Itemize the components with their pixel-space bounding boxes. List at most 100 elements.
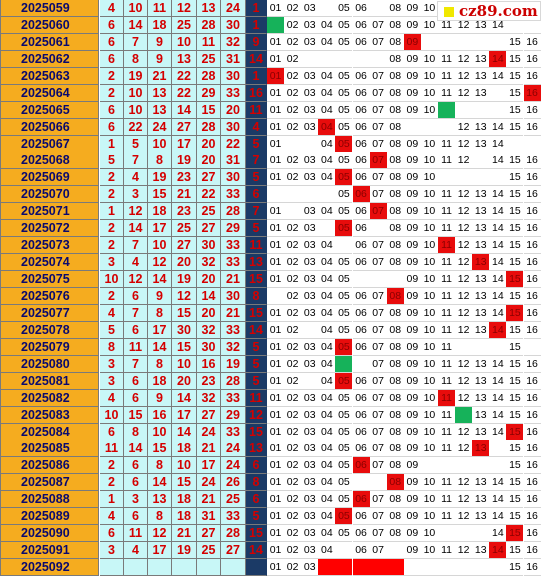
blue-trend-cell: 01	[267, 33, 285, 51]
blue-trend-cell: 02	[284, 271, 302, 289]
table-row: 2025076 2 6 9 12 14 30 8 02 03 04 05 06 07 08 09 10 11 12 1…	[0, 287, 541, 305]
red-ball-number: 24	[197, 474, 221, 492]
blue-trend-cell	[318, 0, 336, 17]
red-ball-number: 30	[221, 16, 246, 34]
blue-trend-cell: 02	[284, 474, 302, 492]
red-ball-number: 4	[100, 389, 124, 407]
blue-trend-cell	[438, 457, 456, 475]
blue-trend-cell: 15	[506, 406, 524, 424]
blue-trend-cell: 11	[438, 389, 456, 407]
red-ball-number: 8	[124, 50, 148, 68]
red-ball-number: 2	[100, 457, 124, 475]
blue-trend-cell: 10	[420, 491, 438, 509]
blue-trend-cell: 16	[523, 474, 541, 492]
blue-trend-cell	[523, 135, 541, 153]
blue-trend-cell: 07	[369, 33, 387, 51]
blue-trend-cell: 09	[403, 525, 421, 543]
blue-trend-cell	[472, 152, 490, 170]
blue-trend-cell	[455, 559, 473, 576]
red-ball-number: 20	[197, 304, 221, 322]
red-ball-number: 5	[100, 152, 124, 170]
blue-trend-cell: 02	[284, 321, 302, 339]
red-ball-number: 19	[172, 152, 197, 170]
blue-trend-cell: 07	[369, 338, 387, 356]
blue-trend-cell: 08	[386, 389, 404, 407]
red-ball-number: 23	[172, 203, 197, 221]
red-ball-number: 15	[172, 338, 197, 356]
red-ball-number: 1	[100, 135, 124, 153]
table-row: 2025090 6 11 12 21 27 28 15 01 02 03 04 05 06 07 08 09 10…	[0, 525, 541, 543]
blue-trend-cell: 02	[284, 389, 302, 407]
red-ball-number: 23	[172, 169, 197, 187]
blue-trend-cell	[301, 135, 319, 153]
blue-trend-cell: 11	[438, 440, 456, 458]
red-ball-number: 26	[221, 474, 246, 492]
blue-trend-cell: 06	[352, 321, 370, 339]
blue-trend-cell: 12	[455, 84, 473, 102]
blue-trend-cell	[420, 559, 438, 576]
blue-trend-cell: 01	[267, 457, 285, 475]
red-ball-number: 7	[124, 152, 148, 170]
blue-trend-cell: 16	[523, 423, 541, 441]
blue-trend-cell: 16	[523, 287, 541, 305]
table-row: 2025082 4 6 9 14 32 33 11 01 02 03 04 05 06 07 08 09 10 11…	[0, 389, 541, 407]
red-ball-number: 29	[221, 406, 246, 424]
blue-trend-cell: 10	[420, 84, 438, 102]
issue-number: 2025087	[0, 474, 99, 492]
table-row: 2025079 8 11 14 15 30 32 5 01 02 03 04 05 06 07 08 09 10 1…	[0, 338, 541, 356]
red-ball-number: 14	[148, 271, 172, 289]
red-ball-number: 30	[221, 118, 246, 136]
red-ball-number: 31	[221, 152, 246, 170]
red-ball-number: 24	[221, 0, 246, 17]
blue-trend-cell: 13	[472, 321, 490, 339]
blue-trend-cell: 04	[318, 321, 336, 339]
blue-trend-cell: 16	[523, 525, 541, 543]
blue-trend-cell	[438, 118, 456, 136]
blue-trend-cell: 02	[284, 152, 302, 170]
blue-trend-cell: 13	[472, 254, 490, 272]
red-ball-number: 33	[221, 423, 246, 441]
table-row: 2025087 2 6 14 15 24 26 8 01 02 03 04 05 08 09 10 11 12 13…	[0, 474, 541, 492]
red-ball-number: 9	[148, 33, 172, 51]
blue-trend-cell: 02	[284, 287, 302, 305]
blue-trend-cell: 03	[301, 67, 319, 85]
issue-number: 2025063	[0, 67, 99, 85]
blue-trend-cell: 12	[455, 508, 473, 526]
blue-trend-cell: 14	[489, 16, 507, 34]
blue-trend-cell: 11	[438, 304, 456, 322]
blue-trend-cell: 05	[335, 0, 353, 17]
blue-trend-cell	[335, 237, 353, 255]
blue-trend-cell: 05	[335, 169, 353, 187]
blue-trend-cell: 12	[455, 152, 473, 170]
blue-trend-cell: 03	[301, 457, 319, 475]
blue-trend-cell: 06	[352, 525, 370, 543]
blue-trend-cell: 09	[403, 304, 421, 322]
blue-trend-cell: 09	[403, 50, 421, 68]
blue-trend-cell: 13	[472, 304, 490, 322]
table-row: 2025081 3 6 18 20 23 28 5 01 02 04 05 06 07 08 09 10 11 12…	[0, 372, 541, 390]
site-logo[interactable]: cz89.com	[437, 1, 541, 21]
blue-trend-cell: 10	[420, 186, 438, 204]
blue-trend-cell: 12	[455, 118, 473, 136]
issue-number: 2025078	[0, 321, 99, 339]
red-ball-number: 6	[124, 389, 148, 407]
blue-trend-cell	[335, 355, 353, 373]
blue-trend-cell: 04	[318, 525, 336, 543]
blue-ball-number: 14	[246, 50, 267, 68]
blue-trend-cell: 06	[352, 338, 370, 356]
blue-trend-cell: 09	[403, 254, 421, 272]
table-row: 2025084 6 8 10 14 24 33 15 01 02 03 04 05 06 07 08 09 10 1…	[0, 423, 541, 441]
blue-trend-cell: 07	[369, 355, 387, 373]
blue-trend-cell: 03	[301, 389, 319, 407]
issue-number: 2025068	[0, 152, 99, 170]
blue-trend-cell: 05	[335, 101, 353, 119]
blue-trend-cell: 12	[455, 423, 473, 441]
blue-trend-cell: 15	[506, 321, 524, 339]
blue-trend-cell	[301, 372, 319, 390]
blue-trend-cell	[489, 440, 507, 458]
blue-trend-cell: 02	[284, 237, 302, 255]
blue-trend-cell: 05	[335, 338, 353, 356]
blue-trend-cell: 11	[438, 186, 456, 204]
blue-ball-number: 1	[246, 0, 267, 17]
table-row: 2025064 2 10 13 22 29 33 16 01 02 03 04 05 06 07 08 09 10…	[0, 84, 541, 102]
